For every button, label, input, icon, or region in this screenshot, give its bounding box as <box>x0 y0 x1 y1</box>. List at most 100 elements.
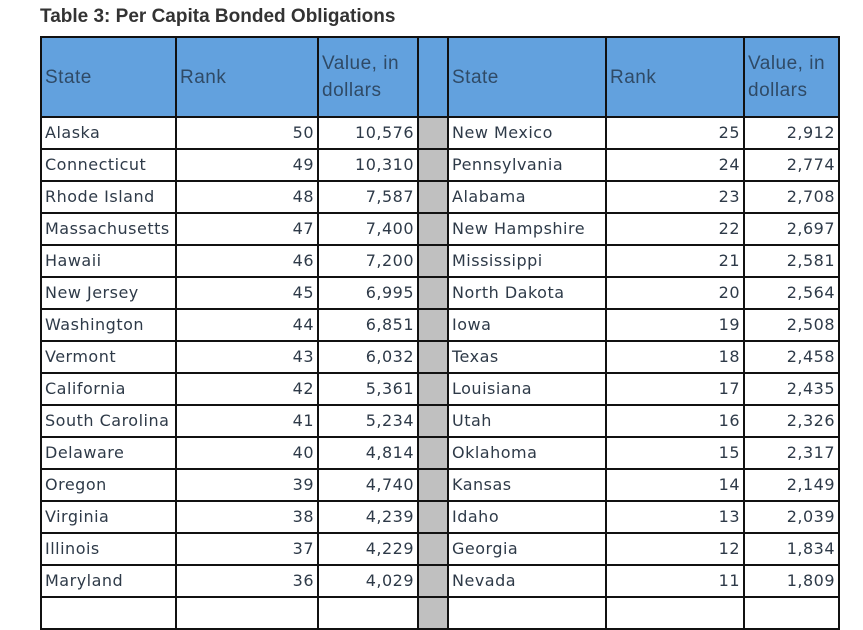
value-cell: 7,200 <box>317 244 419 278</box>
rank-cell: 43 <box>175 340 319 374</box>
state-cell: Texas <box>447 340 607 374</box>
state-cell: Nevada <box>447 564 607 598</box>
table-row: Washington 44 6,851 Iowa 19 2,508 <box>40 308 840 342</box>
rank-cell: 42 <box>175 372 319 406</box>
value-cell: 4,229 <box>317 532 419 566</box>
table-row: Connecticut 49 10,310 Pennsylvania 24 2,774 <box>40 148 840 182</box>
rank-cell: 46 <box>175 244 319 278</box>
empty-cell <box>175 596 319 630</box>
value-cell: 6,032 <box>317 340 419 374</box>
value-cell: 2,697 <box>743 212 840 246</box>
separator <box>417 500 449 534</box>
separator <box>417 404 449 438</box>
value-cell: 4,814 <box>317 436 419 470</box>
state-cell: South Carolina <box>40 404 177 438</box>
state-cell: Louisiana <box>447 372 607 406</box>
separator <box>417 340 449 374</box>
table-row: Virginia 38 4,239 Idaho 13 2,039 <box>40 500 840 534</box>
state-cell: Maryland <box>40 564 177 598</box>
table-row <box>40 596 840 630</box>
value-cell: 4,029 <box>317 564 419 598</box>
value-cell: 2,564 <box>743 276 840 310</box>
state-cell: Iowa <box>447 308 607 342</box>
separator <box>417 276 449 310</box>
value-cell: 2,435 <box>743 372 840 406</box>
separator <box>417 116 449 150</box>
state-cell: Connecticut <box>40 148 177 182</box>
state-cell: Illinois <box>40 532 177 566</box>
table-row: South Carolina 41 5,234 Utah 16 2,326 <box>40 404 840 438</box>
state-cell: Hawaii <box>40 244 177 278</box>
state-cell: Rhode Island <box>40 180 177 214</box>
value-cell: 2,708 <box>743 180 840 214</box>
value-cell: 5,361 <box>317 372 419 406</box>
state-cell: Vermont <box>40 340 177 374</box>
separator <box>417 244 449 278</box>
table-row: Delaware 40 4,814 Oklahoma 15 2,317 <box>40 436 840 470</box>
value-cell: 7,400 <box>317 212 419 246</box>
state-cell: Utah <box>447 404 607 438</box>
state-cell: Washington <box>40 308 177 342</box>
rank-cell: 14 <box>605 468 745 502</box>
empty-cell <box>605 596 745 630</box>
state-cell: Oregon <box>40 468 177 502</box>
value-cell: 10,310 <box>317 148 419 182</box>
state-cell: California <box>40 372 177 406</box>
state-cell: New Jersey <box>40 276 177 310</box>
value-cell: 2,581 <box>743 244 840 278</box>
rank-cell: 49 <box>175 148 319 182</box>
rank-cell: 22 <box>605 212 745 246</box>
table-row: California 42 5,361 Louisiana 17 2,435 <box>40 372 840 406</box>
separator <box>417 36 449 118</box>
table-row: New Jersey 45 6,995 North Dakota 20 2,564 <box>40 276 840 310</box>
rank-cell: 11 <box>605 564 745 598</box>
rank-cell: 45 <box>175 276 319 310</box>
rank-cell: 38 <box>175 500 319 534</box>
table-row: Oregon 39 4,740 Kansas 14 2,149 <box>40 468 840 502</box>
state-cell: New Hampshire <box>447 212 607 246</box>
table-row: Rhode Island 48 7,587 Alabama 23 2,708 <box>40 180 840 214</box>
separator <box>417 308 449 342</box>
separator <box>417 212 449 246</box>
value-cell: 2,326 <box>743 404 840 438</box>
rank-cell: 24 <box>605 148 745 182</box>
value-cell: 7,587 <box>317 180 419 214</box>
table-row: Massachusetts 47 7,400 New Hampshire 22 2,697 <box>40 212 840 246</box>
value-cell: 1,809 <box>743 564 840 598</box>
state-cell: Virginia <box>40 500 177 534</box>
state-cell: Georgia <box>447 532 607 566</box>
column-header: Rank <box>605 36 745 118</box>
rank-cell: 16 <box>605 404 745 438</box>
state-cell: Idaho <box>447 500 607 534</box>
rank-cell: 37 <box>175 532 319 566</box>
value-cell: 1,834 <box>743 532 840 566</box>
table-title: Table 3: Per Capita Bonded Obligations <box>40 6 396 27</box>
empty-cell <box>317 596 419 630</box>
separator <box>417 596 449 630</box>
state-cell: Delaware <box>40 436 177 470</box>
value-cell: 2,317 <box>743 436 840 470</box>
value-cell: 2,508 <box>743 308 840 342</box>
rank-cell: 39 <box>175 468 319 502</box>
rank-cell: 23 <box>605 180 745 214</box>
value-cell: 10,576 <box>317 116 419 150</box>
separator <box>417 468 449 502</box>
table-row: Alaska 50 10,576 New Mexico 25 2,912 <box>40 116 840 150</box>
separator <box>417 532 449 566</box>
rank-cell: 36 <box>175 564 319 598</box>
separator <box>417 180 449 214</box>
separator <box>417 564 449 598</box>
rank-cell: 21 <box>605 244 745 278</box>
separator <box>417 436 449 470</box>
state-cell: New Mexico <box>447 116 607 150</box>
value-cell: 2,458 <box>743 340 840 374</box>
column-header: Rank <box>175 36 319 118</box>
rank-cell: 15 <box>605 436 745 470</box>
rank-cell: 12 <box>605 532 745 566</box>
rank-cell: 25 <box>605 116 745 150</box>
page: Table 3: Per Capita Bonded Obligations S… <box>40 6 840 630</box>
table-row: Vermont 43 6,032 Texas 18 2,458 <box>40 340 840 374</box>
rank-cell: 50 <box>175 116 319 150</box>
state-cell: Pennsylvania <box>447 148 607 182</box>
rank-cell: 47 <box>175 212 319 246</box>
